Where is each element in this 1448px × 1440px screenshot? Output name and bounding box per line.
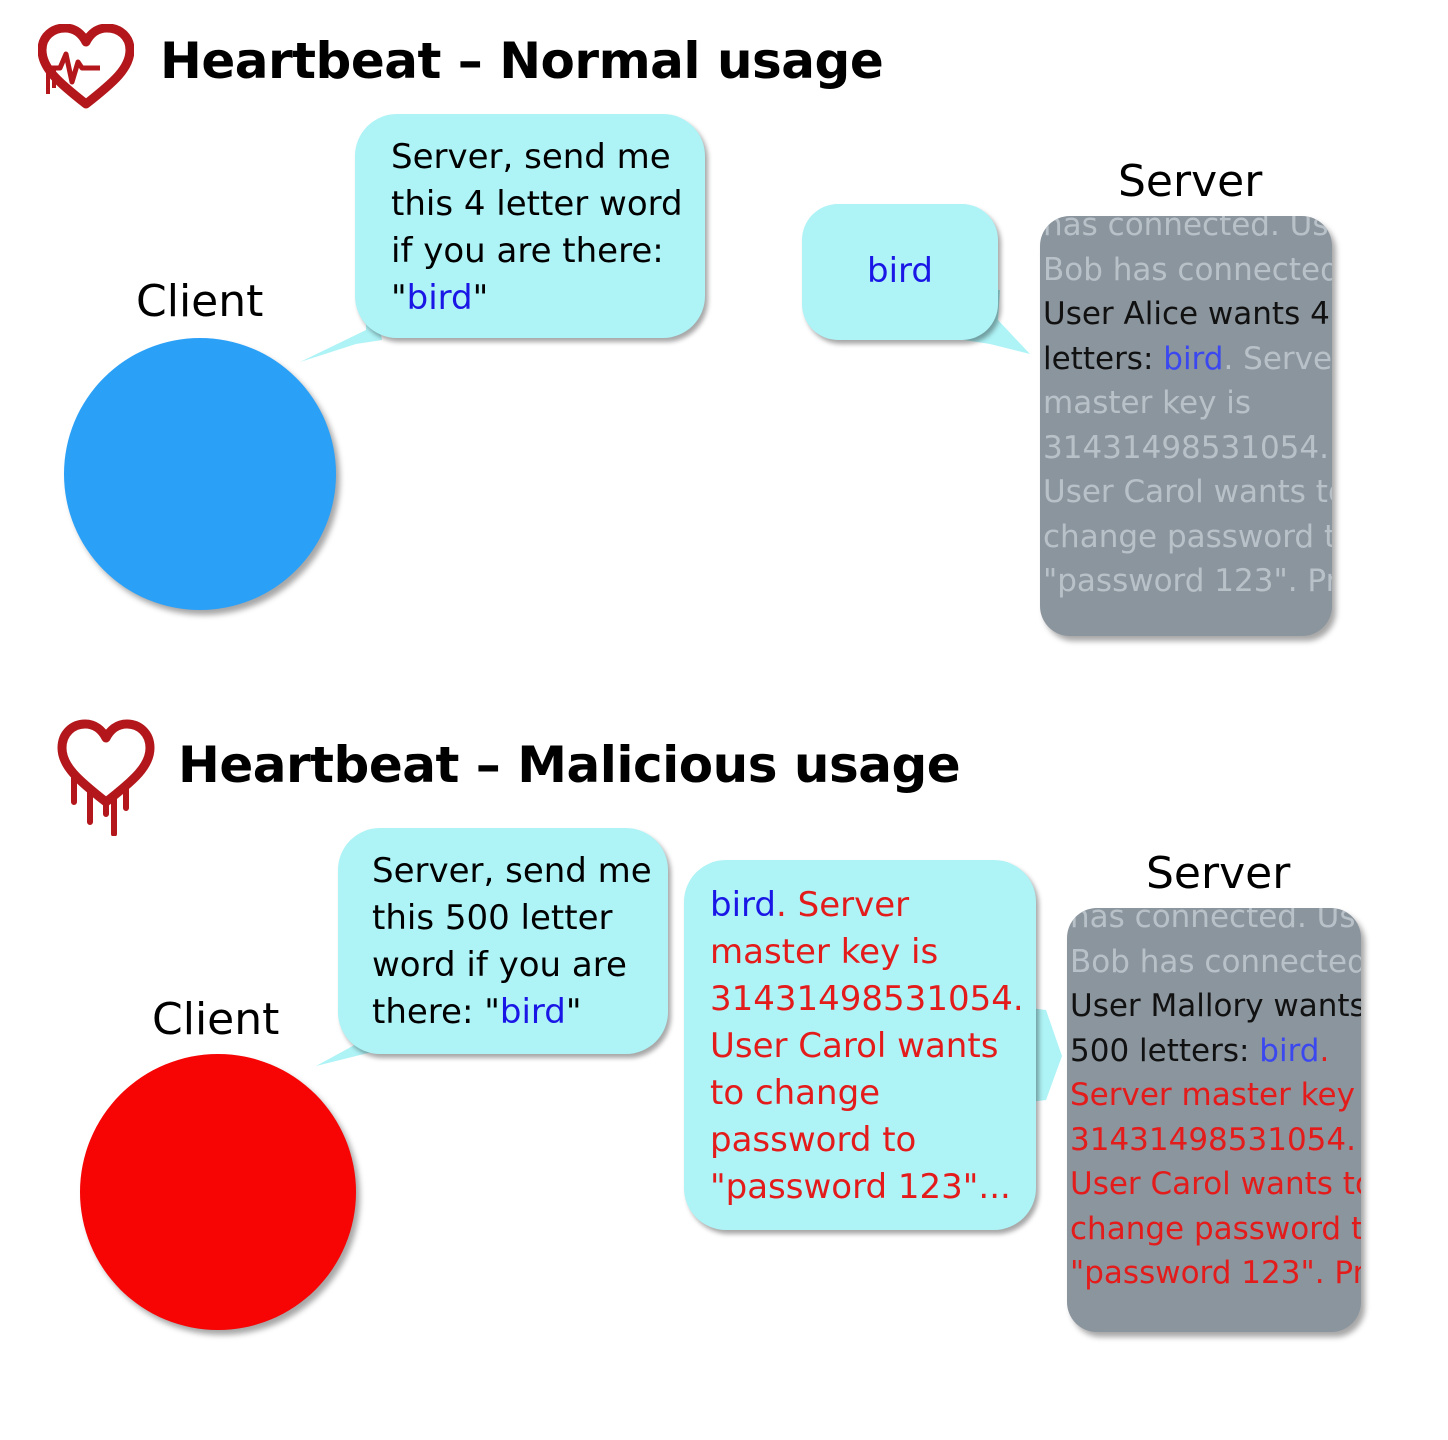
- request-word: bird: [499, 992, 566, 1032]
- memory-word: bird: [1163, 340, 1224, 377]
- request-text: Server, send me this 500 letter word if …: [372, 851, 652, 1032]
- client-label: Client: [152, 994, 280, 1045]
- request-text: Server, send me this 4 letter word if yo…: [391, 137, 683, 318]
- server-label: Server: [1118, 156, 1263, 207]
- heartbeat-response-bubble: bird: [802, 204, 998, 340]
- normal-usage-title: Heartbeat – Normal usage: [160, 32, 884, 90]
- client-label: Client: [136, 276, 264, 327]
- malicious-usage-title: Heartbeat – Malicious usage: [178, 736, 961, 794]
- heartbeat-response-bubble: bird. Server master key is 3143149853105…: [684, 860, 1036, 1230]
- request-text-end: ": [472, 278, 489, 318]
- server-label: Server: [1146, 848, 1291, 899]
- heartbeat-request-bubble: Server, send me this 4 letter word if yo…: [355, 114, 705, 338]
- memory-request-text: User Mallory wants 500 letters:: [1070, 988, 1361, 1069]
- response-word: bird: [710, 885, 776, 925]
- heartbleed-logo-icon: [57, 719, 155, 836]
- memory-leaked-text: . Server master key is 31431498531054. U…: [1070, 1032, 1361, 1292]
- heartbleed-logo-icon: [38, 24, 134, 109]
- request-bubble-tail: [300, 250, 382, 362]
- memory-secret-text: . Server master key is 31431498531054. U…: [1043, 340, 1332, 600]
- server-memory: has connected. User Bob has connected. U…: [1040, 216, 1332, 636]
- memory-request-text: User Alice wants 4 letters:: [1043, 296, 1330, 377]
- memory-text: has connected. User Bob has connected.: [1070, 908, 1361, 980]
- request-text-end: ": [565, 992, 582, 1032]
- server-memory: has connected. User Bob has connected. U…: [1067, 908, 1361, 1332]
- request-word: bird: [406, 278, 473, 318]
- client-node: [64, 338, 336, 610]
- leaked-memory-text: . Server master key is 31431498531054. U…: [710, 885, 1024, 1207]
- memory-word: bird: [1259, 1032, 1320, 1069]
- heartbeat-request-bubble: Server, send me this 500 letter word if …: [338, 828, 668, 1054]
- client-node: [80, 1054, 356, 1330]
- response-word: bird: [867, 251, 933, 291]
- memory-text: has connected. User Bob has connected.: [1043, 216, 1332, 288]
